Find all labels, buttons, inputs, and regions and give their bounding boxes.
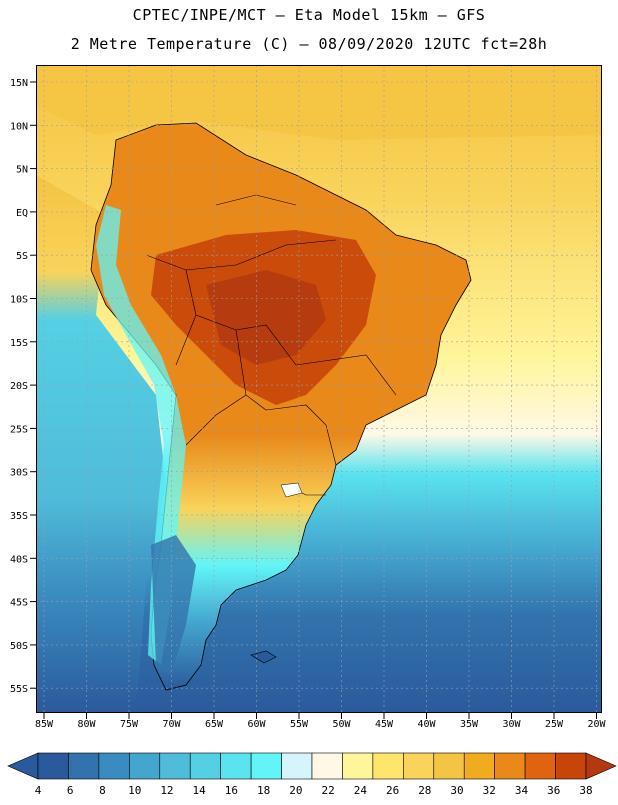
lat-label: 25S bbox=[10, 424, 28, 435]
colorbar-segment bbox=[372, 752, 404, 780]
lon-label: 60W bbox=[247, 719, 266, 730]
colorbar-tick-label: 34 bbox=[515, 784, 529, 797]
ocean-pacific bbox=[36, 175, 166, 713]
lat-label: 35S bbox=[10, 511, 28, 522]
map-area bbox=[36, 65, 602, 713]
colorbar-segment bbox=[463, 752, 495, 780]
colorbar-tick-label: 28 bbox=[418, 784, 431, 797]
colorbar-tick-label: 8 bbox=[99, 784, 106, 797]
lon-label: 65W bbox=[205, 719, 224, 730]
lon-label: 75W bbox=[120, 719, 139, 730]
colorbar-segment bbox=[129, 752, 161, 780]
colorbar-segment bbox=[159, 752, 191, 780]
lon-label: 35W bbox=[460, 719, 479, 730]
falkland-islands bbox=[250, 650, 277, 664]
temperature-map bbox=[36, 65, 602, 713]
lon-label: 25W bbox=[545, 719, 564, 730]
colorbar-tick-label: 6 bbox=[67, 784, 74, 797]
rio-de-la-plata-estuary bbox=[280, 482, 303, 498]
colorbar-tick-label: 16 bbox=[225, 784, 238, 797]
map-title: CPTEC/INPE/MCT – Eta Model 15km – GFS bbox=[132, 6, 486, 24]
lat-label: 40S bbox=[10, 554, 28, 565]
lon-label: 80W bbox=[77, 719, 96, 730]
colorbar-segment bbox=[98, 752, 130, 780]
lon-label: 85W bbox=[35, 719, 54, 730]
colorbar-tick-label: 22 bbox=[321, 784, 334, 797]
hottest-core-region bbox=[206, 270, 326, 365]
map-subtitle: 2 Metre Temperature (C) – 08/09/2020 12U… bbox=[70, 35, 548, 53]
colorbar-segment bbox=[342, 752, 374, 780]
colorbar-tick-label: 36 bbox=[547, 784, 560, 797]
colorbar-segment bbox=[524, 752, 556, 780]
lon-label: 70W bbox=[162, 719, 181, 730]
colorbar-segment bbox=[555, 752, 587, 780]
lon-label: 55W bbox=[290, 719, 309, 730]
map-frame bbox=[36, 65, 602, 713]
lon-label: 20W bbox=[587, 719, 606, 730]
caribbean-sea bbox=[36, 65, 602, 140]
colorbar-low-arrow bbox=[7, 752, 39, 780]
colorbar-high-arrow bbox=[585, 752, 617, 780]
colorbar-tick-label: 38 bbox=[579, 784, 592, 797]
lat-label: 15S bbox=[10, 338, 28, 349]
colorbar-segment bbox=[494, 752, 526, 780]
lat-label: 30S bbox=[10, 468, 28, 479]
lat-label: 10S bbox=[10, 295, 28, 306]
colorbar-segment bbox=[37, 752, 69, 780]
colorbar-tick-label: 32 bbox=[483, 784, 496, 797]
colorbar-segment bbox=[189, 752, 221, 780]
lat-label: 5S bbox=[16, 251, 28, 262]
colorbar-tick-label: 18 bbox=[257, 784, 270, 797]
colorbar-segment bbox=[281, 752, 313, 780]
colorbar-segment bbox=[250, 752, 282, 780]
colorbar-tick-label: 14 bbox=[193, 784, 207, 797]
lat-lon-grid bbox=[36, 65, 602, 713]
lat-label: 15N bbox=[10, 78, 28, 89]
lon-label: 40W bbox=[417, 719, 436, 730]
colorbar-tick-label: 20 bbox=[289, 784, 302, 797]
colorbar-segment bbox=[403, 752, 435, 780]
colorbar-tick-label: 4 bbox=[35, 784, 42, 797]
lon-label: 50W bbox=[332, 719, 351, 730]
lat-label: 50S bbox=[10, 641, 28, 652]
lat-label: 55S bbox=[10, 684, 28, 695]
colorbar-tick-label: 30 bbox=[450, 784, 463, 797]
colorbar-tick-label: 10 bbox=[128, 784, 141, 797]
patagonia-cold-region bbox=[151, 535, 196, 675]
country-borders bbox=[145, 194, 397, 496]
lat-label: 45S bbox=[10, 598, 28, 609]
colorbar-tick-label: 12 bbox=[160, 784, 173, 797]
colorbar-tick-label: 26 bbox=[386, 784, 399, 797]
colorbar: 4 6 8 10 12 14 16 18 20 22 24 26 28 30 32 34 36 38 bbox=[7, 752, 617, 797]
lon-label: 30W bbox=[502, 719, 521, 730]
lon-label: 45W bbox=[375, 719, 394, 730]
lat-label: 10N bbox=[10, 121, 28, 132]
colorbar-segment bbox=[220, 752, 252, 780]
colorbar-segment bbox=[433, 752, 465, 780]
lat-label: 5N bbox=[16, 165, 28, 176]
lat-label: EQ bbox=[16, 208, 28, 219]
colorbar-segment bbox=[68, 752, 100, 780]
lat-label: 20S bbox=[10, 381, 28, 392]
colorbar-segment bbox=[311, 752, 343, 780]
colorbar-tick-label: 24 bbox=[354, 784, 368, 797]
